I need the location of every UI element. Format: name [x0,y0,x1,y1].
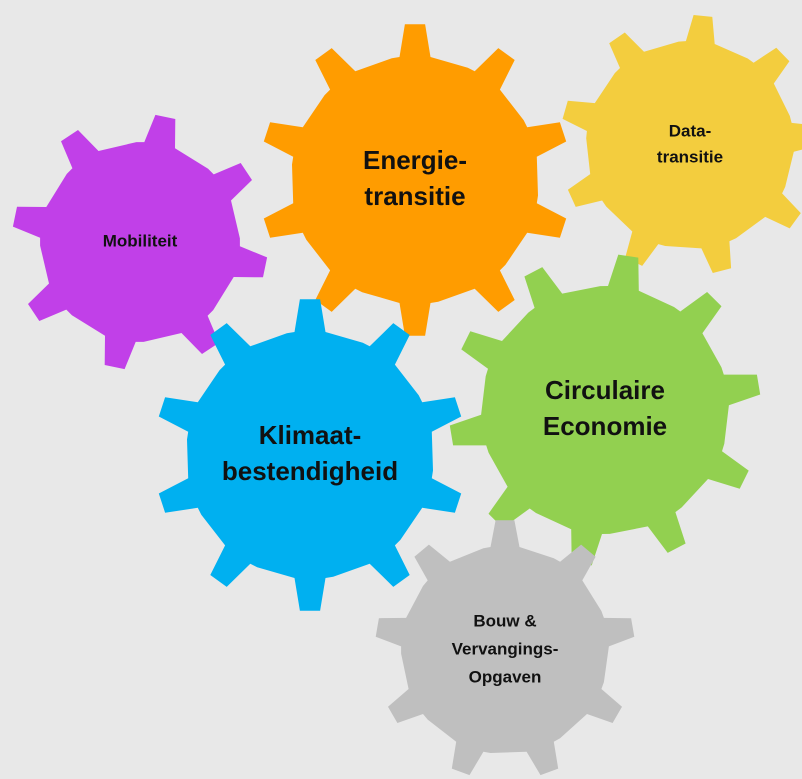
gear [375,520,635,776]
gear-label: Klimaat- [259,420,362,450]
gear [263,24,567,336]
gear [562,15,802,273]
gear-label: Opgaven [469,667,542,686]
gear-label: bestendigheid [222,456,398,486]
gear-label: transitie [364,181,465,211]
gear-label: Circulaire [545,375,665,405]
gear-label: Energie- [363,145,467,175]
gear-label: Bouw & [473,611,536,630]
gear-label: transitie [657,147,723,166]
gear-label: Vervangings- [452,639,559,658]
gear [158,299,462,611]
gear [12,114,268,370]
gear-label: Economie [543,411,667,441]
gear-label: Mobiliteit [103,231,178,250]
gear-label: Data- [669,121,712,140]
gear [449,254,761,566]
